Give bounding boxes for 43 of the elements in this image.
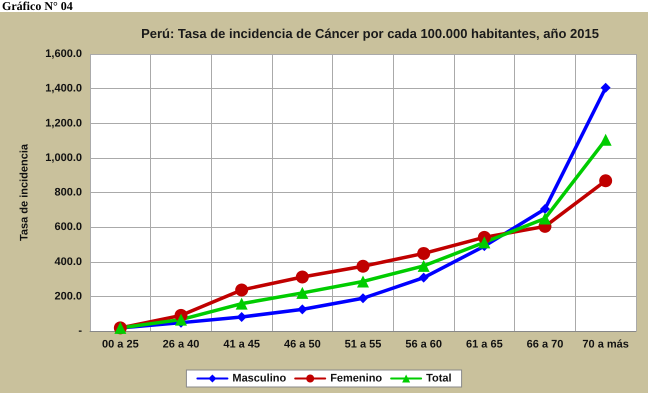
y-tick-label: 200.0 — [54, 290, 82, 302]
point — [539, 212, 551, 224]
x-tick-label: 00 a 25 — [102, 338, 139, 350]
chart-title: Perú: Tasa de incidencia de Cáncer por cada 100.000 habitantes, año 2015 — [141, 26, 599, 41]
point — [600, 82, 611, 93]
y-tick-label: - — [78, 325, 82, 337]
text: Gráfico N° 04 — [2, 0, 73, 13]
point — [478, 236, 490, 248]
point — [297, 304, 308, 314]
y-tick-label: 800.0 — [54, 186, 82, 198]
x-tick-label: 26 a 40 — [162, 338, 200, 350]
point — [175, 314, 187, 326]
legend-label: Femenino — [330, 372, 382, 384]
x-tick-label: 41 a 45 — [223, 338, 260, 350]
y-axis-title: Tasa de incidencia — [18, 143, 30, 242]
x-tick-label: 70 a más — [582, 338, 629, 350]
y-tick-label: 400.0 — [54, 256, 82, 268]
point — [358, 293, 368, 304]
point — [599, 174, 612, 188]
point — [236, 298, 248, 310]
point — [296, 286, 308, 299]
x-tick-label: 61 a 65 — [466, 338, 503, 350]
point — [418, 260, 430, 272]
x-tick-label: 51 a 55 — [344, 338, 382, 350]
point — [296, 270, 309, 284]
legend-label: Masculino — [232, 372, 286, 384]
point — [417, 246, 430, 260]
y-tick-label: 1,200.0 — [45, 117, 82, 130]
point — [600, 134, 612, 146]
y-tick-label: 1,000.0 — [45, 152, 82, 164]
x-tick-label: 46 a 50 — [284, 338, 321, 350]
point — [357, 275, 369, 288]
point — [236, 312, 247, 322]
legend-label: Total — [426, 372, 452, 384]
point — [356, 260, 370, 273]
y-tick-label: 600.0 — [54, 221, 82, 234]
point — [418, 272, 429, 283]
y-tick-label: 1,600.0 — [45, 48, 82, 60]
x-tick-label: 66 a 70 — [526, 338, 564, 350]
y-tick-label: 1,400.0 — [45, 82, 82, 95]
point — [235, 283, 248, 296]
x-tick-label: 56 a 60 — [405, 338, 442, 350]
point — [540, 204, 550, 214]
